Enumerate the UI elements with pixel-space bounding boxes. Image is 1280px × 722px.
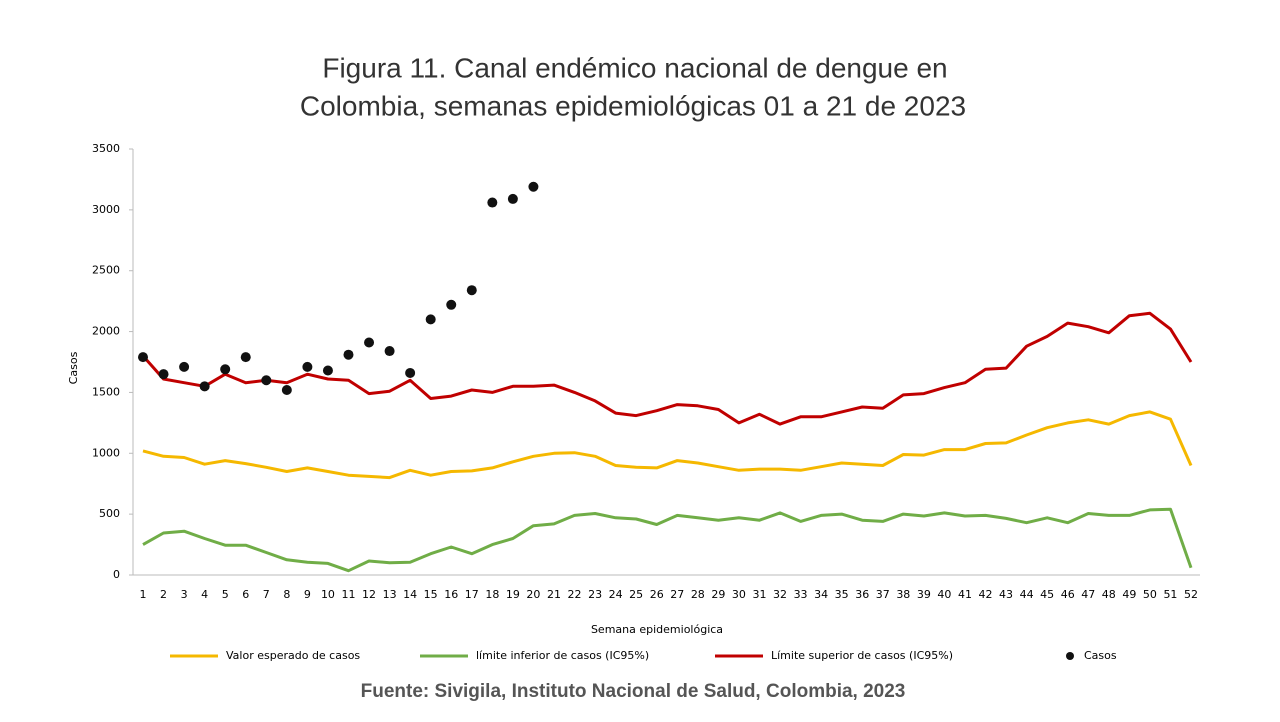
x-tick-label: 42 xyxy=(979,588,993,601)
x-tick-label: 30 xyxy=(732,588,746,601)
x-tick-label: 19 xyxy=(506,588,520,601)
chart-title: Figura 11. Canal endémico nacional de de… xyxy=(322,52,947,83)
x-tick-label: 1 xyxy=(140,588,147,601)
x-tick-label: 50 xyxy=(1143,588,1157,601)
data-point xyxy=(322,365,333,376)
x-tick-label: 33 xyxy=(794,588,808,601)
data-point xyxy=(199,381,210,392)
x-tick-label: 29 xyxy=(711,588,725,601)
legend-label: Casos xyxy=(1084,649,1117,662)
series-line xyxy=(142,410,1193,480)
data-point xyxy=(446,299,457,310)
data-point xyxy=(466,285,477,296)
data-point xyxy=(384,346,395,357)
x-tick-label: 28 xyxy=(691,588,705,601)
x-tick-label: 21 xyxy=(547,588,561,601)
data-point xyxy=(302,361,313,372)
x-tick-label: 41 xyxy=(958,588,972,601)
y-tick-label: 2000 xyxy=(92,325,120,338)
x-tick-label: 12 xyxy=(362,588,376,601)
x-tick-label: 2 xyxy=(160,588,167,601)
data-point xyxy=(281,384,292,395)
y-tick-label: 0 xyxy=(113,568,120,581)
x-tick-label: 45 xyxy=(1040,588,1054,601)
data-point xyxy=(425,314,436,325)
data-point xyxy=(138,352,148,363)
x-tick-label: 7 xyxy=(263,588,270,601)
series-line xyxy=(141,311,1193,426)
x-tick-label: 4 xyxy=(201,588,208,601)
data-point xyxy=(343,349,354,360)
x-tick-label: 36 xyxy=(855,588,869,601)
x-tick-label: 51 xyxy=(1163,588,1177,601)
data-point xyxy=(528,181,539,192)
y-tick-label: 1500 xyxy=(92,385,120,398)
x-tick-label: 46 xyxy=(1061,588,1075,601)
x-axis-label: Semana epidemiológica xyxy=(591,623,723,636)
x-tick-label: 13 xyxy=(383,588,397,601)
x-tick-label: 5 xyxy=(222,588,229,601)
x-tick-label: 22 xyxy=(568,588,582,601)
x-tick-label: 9 xyxy=(304,588,311,601)
data-point xyxy=(240,352,251,363)
data-point xyxy=(487,197,498,208)
y-tick-label: 3000 xyxy=(92,203,120,216)
x-tick-label: 37 xyxy=(876,588,890,601)
x-tick-label: 15 xyxy=(424,588,438,601)
x-tick-label: 11 xyxy=(341,588,355,601)
x-tick-label: 52 xyxy=(1184,588,1198,601)
data-point xyxy=(158,369,169,380)
x-tick-label: 31 xyxy=(752,588,766,601)
series-line xyxy=(142,507,1193,573)
data-point xyxy=(364,337,375,348)
x-tick-label: 27 xyxy=(670,588,684,601)
x-tick-label: 48 xyxy=(1102,588,1116,601)
y-axis-label: Casos xyxy=(67,351,80,384)
source-note: Fuente: Sivigila, Instituto Nacional de … xyxy=(361,681,906,702)
x-tick-label: 10 xyxy=(321,588,335,601)
x-tick-label: 38 xyxy=(896,588,910,601)
y-tick-label: 3500 xyxy=(92,142,120,155)
legend-label: Valor esperado de casos xyxy=(226,649,360,662)
data-point xyxy=(405,367,416,378)
y-tick-label: 500 xyxy=(99,507,120,520)
x-tick-label: 44 xyxy=(1020,588,1034,601)
x-tick-label: 26 xyxy=(650,588,664,601)
data-point xyxy=(179,361,190,372)
y-tick-label: 1000 xyxy=(92,446,120,459)
y-tick-label: 2500 xyxy=(92,264,120,277)
x-tick-label: 6 xyxy=(242,588,249,601)
x-tick-label: 35 xyxy=(835,588,849,601)
x-tick-label: 47 xyxy=(1081,588,1095,601)
data-point xyxy=(507,193,518,204)
legend-swatch xyxy=(1066,652,1074,660)
x-tick-label: 25 xyxy=(629,588,643,601)
data-point xyxy=(261,375,272,386)
x-tick-label: 49 xyxy=(1122,588,1136,601)
data-point xyxy=(220,364,231,375)
x-tick-label: 24 xyxy=(609,588,623,601)
legend-label: Límite superior de casos (IC95%) xyxy=(771,649,953,662)
chart-title: Colombia, semanas epidemiológicas 01 a 2… xyxy=(300,90,966,121)
x-tick-label: 16 xyxy=(444,588,458,601)
x-tick-label: 43 xyxy=(999,588,1013,601)
x-tick-label: 3 xyxy=(181,588,188,601)
x-tick-label: 8 xyxy=(283,588,290,601)
x-tick-label: 17 xyxy=(465,588,479,601)
x-tick-label: 20 xyxy=(526,588,540,601)
x-tick-label: 32 xyxy=(773,588,787,601)
x-tick-label: 23 xyxy=(588,588,602,601)
legend-label: límite inferior de casos (IC95%) xyxy=(476,649,649,662)
x-tick-label: 18 xyxy=(485,588,499,601)
x-tick-label: 14 xyxy=(403,588,417,601)
x-tick-label: 39 xyxy=(917,588,931,601)
x-tick-label: 34 xyxy=(814,588,828,601)
x-tick-label: 40 xyxy=(937,588,951,601)
